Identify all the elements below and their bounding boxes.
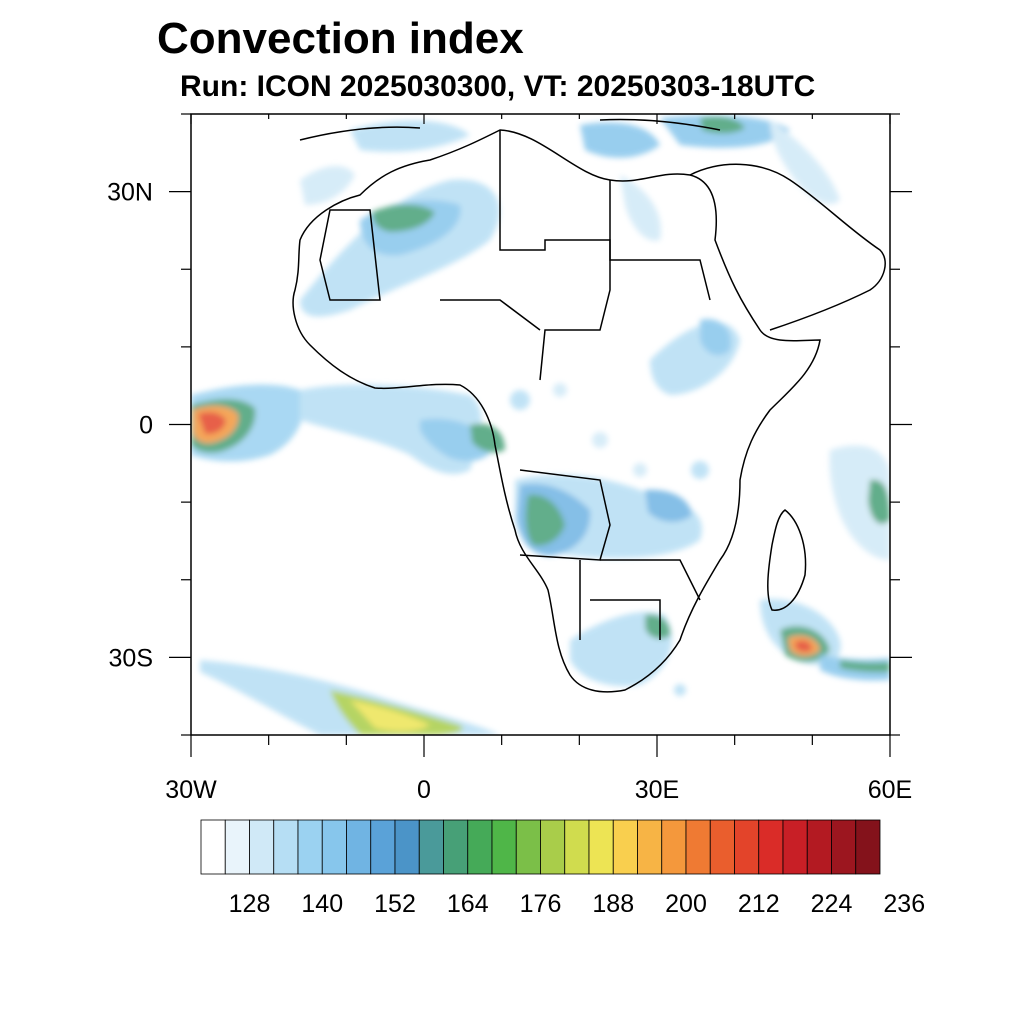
colorbar-label: 188 (592, 890, 634, 918)
colorbar-swatch (321, 819, 347, 875)
colorbar-swatch (443, 819, 469, 875)
convection-field (191, 115, 890, 735)
colorbar-swatch (782, 819, 808, 875)
colorbar-swatch (394, 819, 420, 875)
colorbar-swatch (418, 819, 444, 875)
colorbar-swatch (734, 819, 760, 875)
colorbar-swatch (467, 819, 493, 875)
colorbar-swatch (200, 819, 226, 875)
colorbar-label: 152 (374, 890, 416, 918)
colorbar-label: 200 (665, 890, 707, 918)
axis-ticks (169, 113, 912, 757)
lon-label: 30E (635, 776, 679, 804)
page-title: Convection index (157, 14, 524, 63)
colorbar-swatch (515, 819, 541, 875)
colorbar: 128 140 152 164 176 188 200 212 224 236 (200, 819, 925, 918)
axis-labels: 30W 0 30E 60E 30N 0 30S (107, 179, 912, 804)
lon-label: 30W (165, 776, 217, 804)
colorbar-swatch (758, 819, 784, 875)
colorbar-label: 164 (447, 890, 489, 918)
colorbar-label: 212 (738, 890, 780, 918)
lat-label: 30S (109, 644, 153, 672)
lat-label: 0 (139, 412, 153, 440)
colorbar-label: 140 (301, 890, 343, 918)
colorbar-swatch (273, 819, 299, 875)
colorbar-label: 176 (520, 890, 562, 918)
colorbar-swatch (637, 819, 663, 875)
lat-label: 30N (107, 179, 153, 207)
lon-label: 0 (417, 776, 431, 804)
colorbar-swatch (370, 819, 396, 875)
colorbar-label: 236 (883, 890, 925, 918)
colorbar-swatch (346, 819, 372, 875)
colorbar-swatch (806, 819, 832, 875)
colorbar-swatch (224, 819, 250, 875)
colorbar-swatch (685, 819, 711, 875)
colorbar-swatch (588, 819, 614, 875)
colorbar-swatch (855, 819, 881, 875)
colorbar-swatch (831, 819, 857, 875)
coastlines (292, 118, 886, 693)
colorbar-swatch (297, 819, 323, 875)
lon-label: 60E (868, 776, 912, 804)
colorbar-swatch (249, 819, 275, 875)
colorbar-swatch (491, 819, 517, 875)
colorbar-swatch (612, 819, 638, 875)
colorbar-swatch (661, 819, 687, 875)
colorbar-swatch (709, 819, 735, 875)
colorbar-label: 128 (229, 890, 271, 918)
colorbar-label: 224 (811, 890, 853, 918)
colorbar-swatch (540, 819, 566, 875)
colorbar-swatch (564, 819, 590, 875)
page-subtitle: Run: ICON 2025030300, VT: 20250303-18UTC (180, 70, 816, 103)
